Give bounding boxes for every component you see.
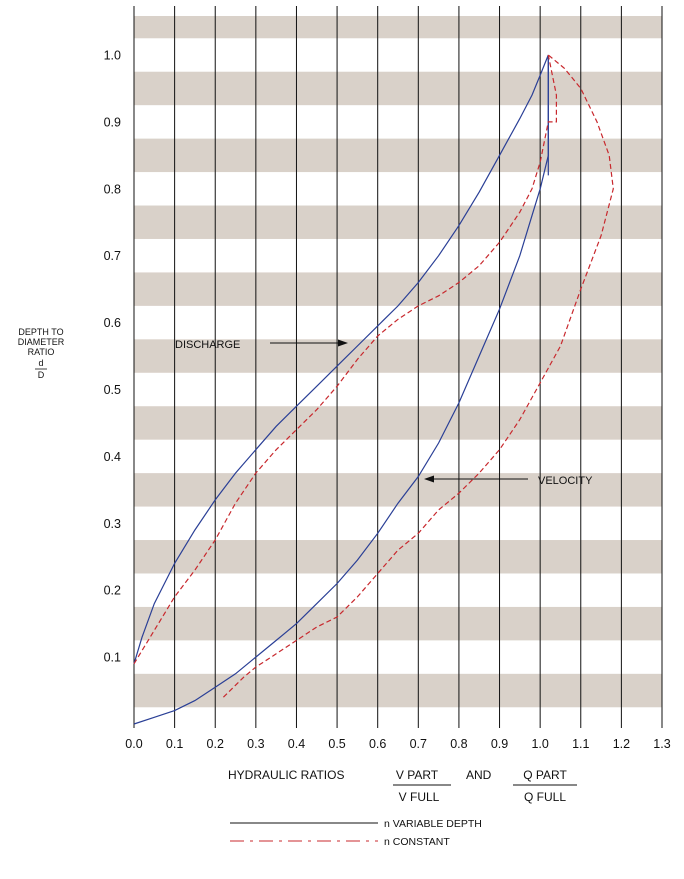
grid-band (134, 272, 662, 306)
vertical-grid (133, 6, 663, 728)
y-tick-label: 0.4 (104, 450, 121, 464)
horizontal-bands (134, 16, 662, 708)
series-line-velocity-dashed (222, 54, 614, 698)
legend-constant-label: n CONSTANT (384, 836, 450, 848)
y-label-line-1: DEPTH TO (18, 327, 63, 337)
x-tick-label: 0.4 (288, 737, 305, 751)
legend-variable-depth-label: n VARIABLE DEPTH (384, 818, 482, 830)
x-tick-label: 0.5 (328, 737, 345, 751)
y-axis-label: DEPTH TO DIAMETER RATIO d D (18, 327, 65, 380)
x-tick-label: 0.3 (247, 737, 264, 751)
x-tick-label: 0.0 (125, 737, 142, 751)
x-tick-label: 0.1 (166, 737, 183, 751)
series-line-velocity-solid (133, 55, 549, 725)
x-tick-label: 1.1 (572, 737, 589, 751)
y-tick-label: 0.5 (104, 383, 121, 397)
velocity-label: VELOCITY (538, 475, 593, 487)
grid-band (134, 673, 662, 708)
x-axis-label: HYDRAULIC RATIOS V PART V FULL AND Q PAR… (228, 768, 577, 804)
velocity-annotation: VELOCITY (424, 475, 593, 487)
series-line-discharge-solid (133, 54, 549, 664)
y-label-line-2: DIAMETER (18, 337, 65, 347)
grid-band (134, 339, 662, 373)
legend: n VARIABLE DEPTH n CONSTANT (230, 818, 482, 848)
grid-band (134, 540, 662, 574)
y-tick-labels: 0.1 0.2 0.3 0.4 0.5 0.6 0.7 0.8 0.9 1.0 (104, 49, 121, 665)
y-tick-label: 0.9 (104, 115, 121, 129)
x-label-frac2-denominator: Q FULL (524, 790, 566, 804)
y-tick-label: 0.2 (104, 584, 121, 598)
velocity-arrowhead (424, 475, 434, 483)
x-tick-label: 0.8 (450, 737, 467, 751)
x-label-conjunction: AND (466, 768, 492, 782)
x-tick-labels: 0.0 0.1 0.2 0.3 0.4 0.5 0.6 0.7 0.8 0.9 1.0 1.1 1.2 1… (125, 737, 670, 751)
x-tick-label: 1.3 (653, 737, 670, 751)
x-label-frac2-numerator: Q PART (523, 768, 567, 782)
x-tick-label: 1.2 (613, 737, 630, 751)
y-tick-label: 0.3 (104, 517, 121, 531)
x-label-frac1-denominator: V FULL (399, 790, 440, 804)
series-line-discharge-dashed (133, 54, 557, 665)
grid-band (134, 71, 662, 106)
x-tick-label: 0.7 (410, 737, 427, 751)
discharge-arrowhead (338, 339, 348, 347)
discharge-annotation: DISCHARGE (175, 339, 348, 351)
y-label-denominator: D (38, 370, 45, 380)
x-label-prefix: HYDRAULIC RATIOS (228, 768, 344, 782)
grid-band (134, 473, 662, 507)
y-label-line-3: RATIO (28, 347, 55, 357)
x-tick-label: 1.0 (531, 737, 548, 751)
x-tick-label: 0.2 (207, 737, 224, 751)
y-tick-label: 1.0 (104, 49, 121, 63)
x-label-frac1-numerator: V PART (396, 768, 439, 782)
grid-band (134, 205, 662, 239)
grid-band (134, 138, 662, 173)
discharge-label: DISCHARGE (175, 339, 240, 351)
y-tick-label: 0.6 (104, 316, 121, 330)
grid-band (134, 16, 662, 39)
y-tick-label: 0.1 (104, 651, 121, 665)
y-label-numerator: d (38, 358, 43, 368)
curves (133, 54, 614, 725)
y-tick-label: 0.8 (104, 182, 121, 196)
x-tick-label: 0.6 (369, 737, 386, 751)
y-tick-label: 0.7 (104, 249, 121, 263)
grid-band (134, 406, 662, 440)
x-tick-label: 0.9 (491, 737, 508, 751)
grid-band (134, 606, 662, 641)
